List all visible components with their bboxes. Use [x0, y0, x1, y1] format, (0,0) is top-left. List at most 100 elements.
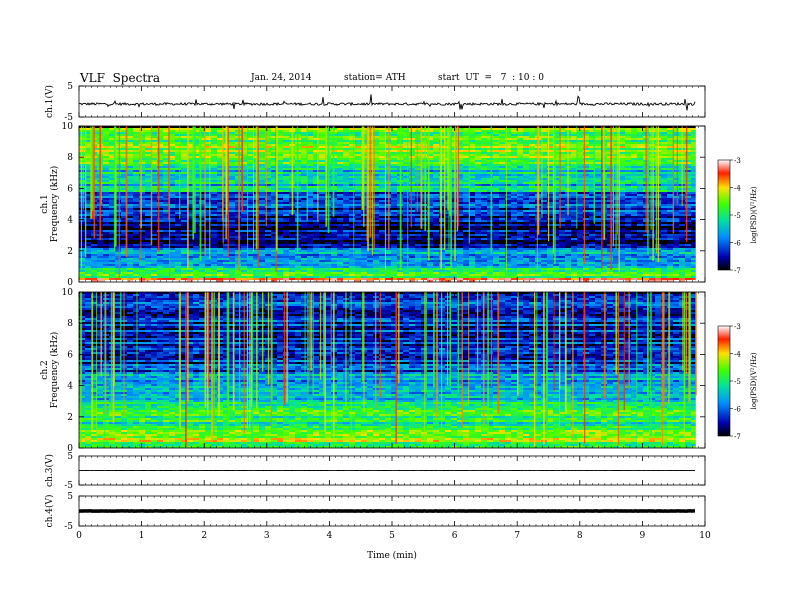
spectrogram-cell [667, 200, 673, 202]
spectrogram-cell [283, 206, 289, 208]
spectrogram-cell [109, 166, 115, 168]
spectrogram-cell [115, 212, 121, 214]
spectrogram-cell [277, 166, 283, 168]
spectrogram-cell [175, 208, 181, 210]
spectrogram-cell [673, 182, 679, 184]
spectrogram-cell [547, 202, 553, 204]
spectrogram-cell [577, 194, 583, 196]
spectrogram-cell [463, 202, 469, 204]
spectrogram-cell [529, 202, 535, 204]
spectrogram-cell [217, 140, 223, 142]
spectrogram-cell [319, 202, 325, 204]
spectrogram-cell [205, 204, 211, 206]
spectrogram-cell [481, 132, 487, 134]
spectrogram-cell [493, 156, 499, 158]
spectrogram-cell [127, 186, 133, 188]
spectrogram-cell [559, 212, 565, 214]
spectrogram-cell [115, 138, 121, 140]
spectrogram-cell [451, 182, 457, 184]
spectrogram-cell [595, 206, 601, 208]
spectrogram-cell [127, 194, 133, 196]
spectrogram-cell [79, 212, 85, 214]
spectrogram-cell [151, 146, 157, 148]
spectrogram-cell [349, 152, 355, 154]
spectrogram-cell [517, 132, 523, 134]
spectrogram-cell [637, 182, 643, 184]
spectrogram-cell [277, 176, 283, 178]
spectrogram-cell [115, 144, 121, 146]
spectrogram-cell [619, 132, 625, 134]
spectrogram-cell [313, 134, 319, 136]
spectrogram-cell [241, 204, 247, 206]
spectrogram-cell [589, 200, 595, 202]
spectrogram-cell [637, 204, 643, 206]
spectrogram-cell [631, 154, 637, 156]
spectrogram-cell [505, 206, 511, 208]
spectrogram-cell [559, 182, 565, 184]
spectrogram-cell [187, 198, 193, 200]
spectrogram-cell [529, 176, 535, 178]
spectrogram-cell [481, 136, 487, 138]
spectrogram-cell [139, 198, 145, 200]
spectrogram-cell [571, 168, 577, 170]
spectrogram-cell [271, 184, 277, 186]
spectrogram-cell [475, 174, 481, 176]
spectrogram-cell [553, 186, 559, 188]
spectrogram-cell [307, 186, 313, 188]
spectrogram-cell [421, 150, 427, 152]
spectrogram-cell [271, 202, 277, 204]
spectrogram-cell [217, 164, 223, 166]
spectrogram-cell [355, 144, 361, 146]
spectrogram-cell [583, 176, 589, 178]
spectrogram-cell [385, 188, 391, 190]
spectrogram-cell [229, 214, 235, 216]
spectrogram-cell [577, 142, 583, 144]
spectrogram-cell [595, 138, 601, 140]
spectrogram-cell [181, 162, 187, 164]
spectrogram-cell [163, 172, 169, 174]
spectrogram-cell [559, 188, 565, 190]
spectrogram-cell [607, 134, 613, 136]
spectrogram-cell [349, 132, 355, 134]
spectrogram-cell [259, 176, 265, 178]
spectrogram-cell [79, 136, 85, 138]
spectrogram-cell [175, 200, 181, 202]
spectrogram-cell [451, 206, 457, 208]
spectrogram-cell [145, 154, 151, 156]
spectrogram-cell [463, 206, 469, 208]
spectrogram-cell [649, 178, 655, 180]
spectrogram-cell [133, 174, 139, 176]
spectrogram-cell [493, 182, 499, 184]
spectrogram-cell [313, 158, 319, 160]
spectrogram-cell [445, 210, 451, 212]
spectrogram-cell [241, 194, 247, 196]
spectrogram-cell [481, 212, 487, 214]
spectrogram-cell [553, 164, 559, 166]
spectrogram-cell [493, 212, 499, 214]
spectrogram-cell [193, 128, 199, 130]
spectrogram-cell [259, 202, 265, 204]
spectrogram-cell [679, 208, 685, 210]
spectrogram-cell [169, 196, 175, 198]
spectrogram-cell [379, 170, 385, 172]
spectrogram-cell [181, 150, 187, 152]
spectrogram-cell [379, 158, 385, 160]
spectrogram-cell [391, 154, 397, 156]
spectrogram-cell [583, 146, 589, 148]
spectrogram-cell [211, 170, 217, 172]
spectrogram-cell [85, 170, 91, 172]
spectrogram-cell [421, 136, 427, 138]
spectrogram-cell [157, 212, 163, 214]
spectrogram-cell [661, 160, 667, 162]
spectrogram-cell [211, 156, 217, 158]
spectrogram-cell [385, 152, 391, 154]
spectrogram-cell [661, 170, 667, 172]
spectrogram-cell [559, 138, 565, 140]
spectrogram-cell [547, 216, 553, 218]
spectrogram-cell [145, 214, 151, 216]
spectrogram-cell [625, 142, 631, 144]
spectrogram-cell [523, 166, 529, 168]
spectrogram-cell [277, 154, 283, 156]
spectrogram-cell [265, 132, 271, 134]
spectrogram-cell [205, 186, 211, 188]
